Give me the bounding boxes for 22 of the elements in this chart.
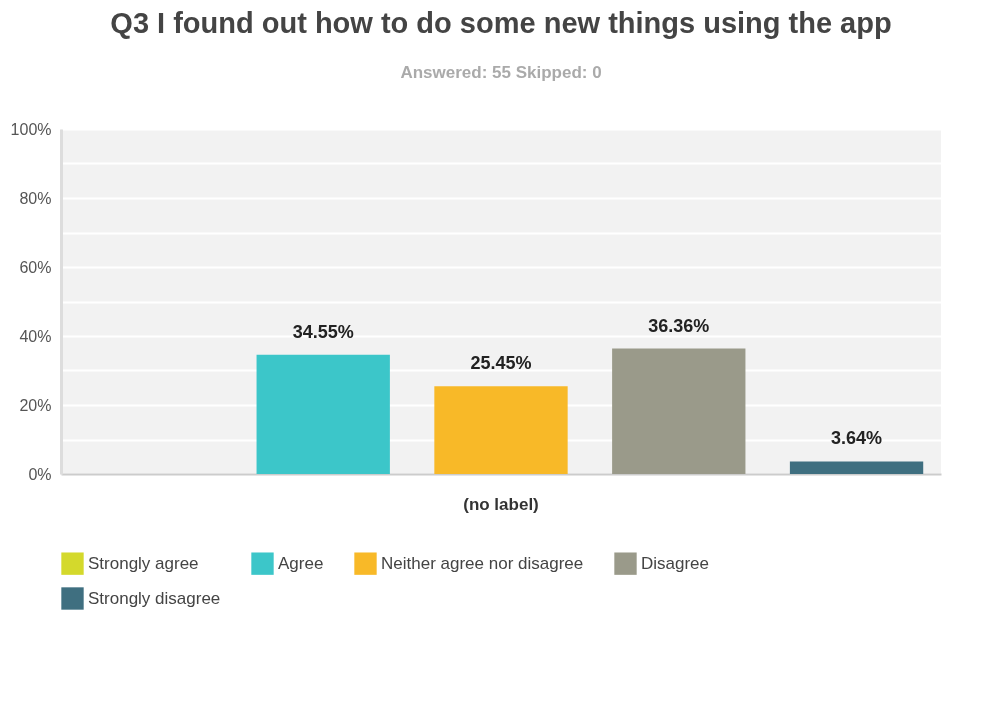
legend-label: Strongly disagree — [88, 588, 221, 608]
data-label: 3.64% — [831, 428, 883, 449]
y-tick-label: 40% — [19, 327, 52, 345]
y-tick-label: 100% — [10, 120, 52, 138]
x-tick-label: (no label) — [463, 494, 539, 514]
bar — [789, 461, 924, 474]
legend-label: Disagree — [641, 553, 710, 573]
legend-label: Neither agree nor disagree — [381, 553, 584, 573]
data-label: 34.55% — [292, 321, 354, 342]
legend-label: Agree — [278, 553, 324, 573]
y-tick-label: 80% — [19, 189, 52, 207]
bar — [434, 386, 568, 474]
y-tick-label: 60% — [19, 258, 52, 276]
chart-title: Q3 I found out how to do some new things using the app — [110, 7, 892, 39]
data-label: 36.36% — [648, 315, 710, 336]
y-tick-label: 0% — [28, 465, 52, 483]
chart-subtitle: Answered: 55 Skipped: 0 — [400, 63, 602, 82]
y-tick-label: 20% — [19, 396, 52, 414]
bar — [256, 354, 390, 474]
bar — [612, 348, 746, 474]
data-label: 25.45% — [470, 353, 532, 374]
legend-label: Strongly agree — [88, 553, 199, 573]
